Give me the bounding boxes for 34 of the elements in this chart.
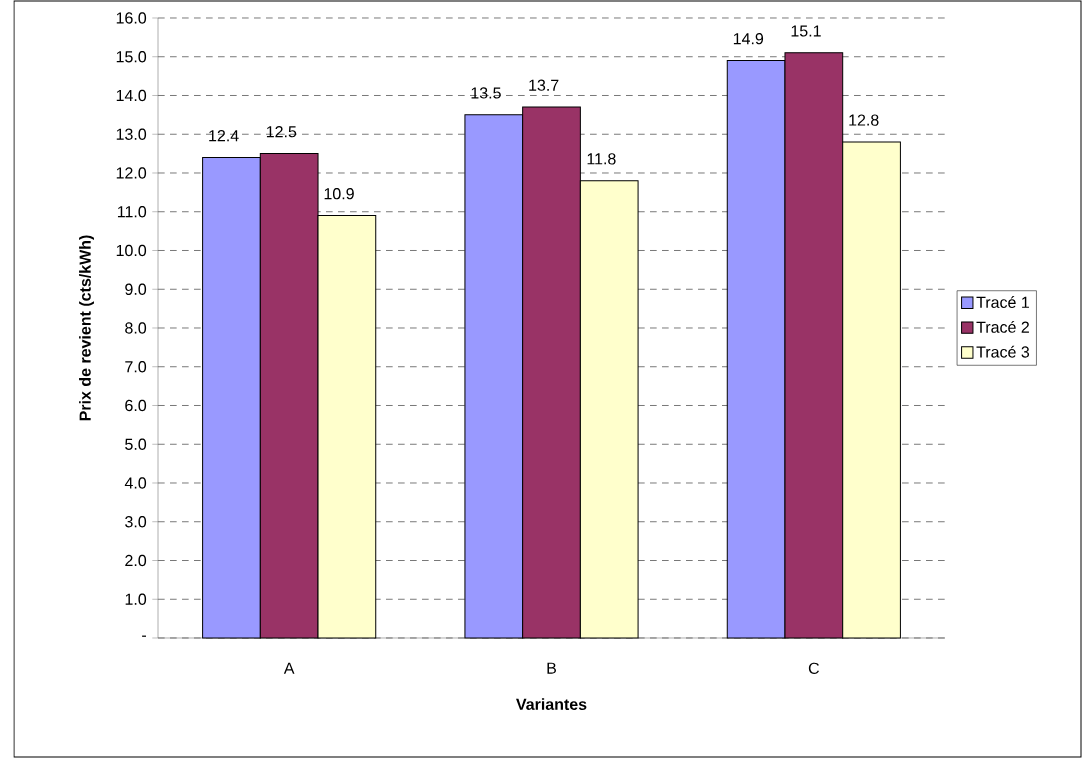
x-tick-label: A [283,662,295,674]
y-tick-label: - [142,635,147,637]
y-tick-label: 12.0 [116,167,147,179]
y-tick-label: 13.0 [116,128,147,140]
x-tick-label: B [547,662,556,674]
y-tick-label: 15.0 [116,51,147,63]
y-axis-title: Prix de revient (cts/kWh) [79,235,94,421]
data-label: 13.5 [471,87,501,99]
legend-label: Tracé 3 [976,345,1030,358]
legend-label: Tracé 2 [976,320,1029,333]
y-tick-label: 4.0 [124,477,147,489]
data-label: 15.1 [791,25,821,37]
y-tick-label: 5.0 [125,438,147,450]
y-tick-label: 7.0 [125,361,147,373]
y-tick-label: 11.0 [117,206,147,218]
y-tick-label: 2.0 [125,554,147,567]
data-label: 11.8 [587,153,616,165]
y-tick-label: 9.0 [125,283,147,295]
y-tick-label: 8.0 [125,322,147,334]
x-tick-label: C [808,662,819,674]
data-label: 10.9 [324,188,354,200]
y-tick-label: 16.0 [116,12,147,24]
y-tick-label: 10.0 [116,244,147,257]
data-label: 12.4 [209,130,239,142]
y-tick-label: 6.0 [125,399,147,412]
data-label: 14.9 [733,33,764,45]
y-tick-label: 14.0 [116,89,147,102]
legend-label: Tracé 1 [976,296,1029,308]
y-tick-label: 1.0 [125,593,147,605]
x-axis-title: Variantes [516,698,587,710]
data-label: 12.5 [266,126,297,138]
data-label: 13.7 [529,79,559,91]
y-tick-label: 3.0 [125,516,147,528]
data-label: 12.8 [849,114,879,126]
